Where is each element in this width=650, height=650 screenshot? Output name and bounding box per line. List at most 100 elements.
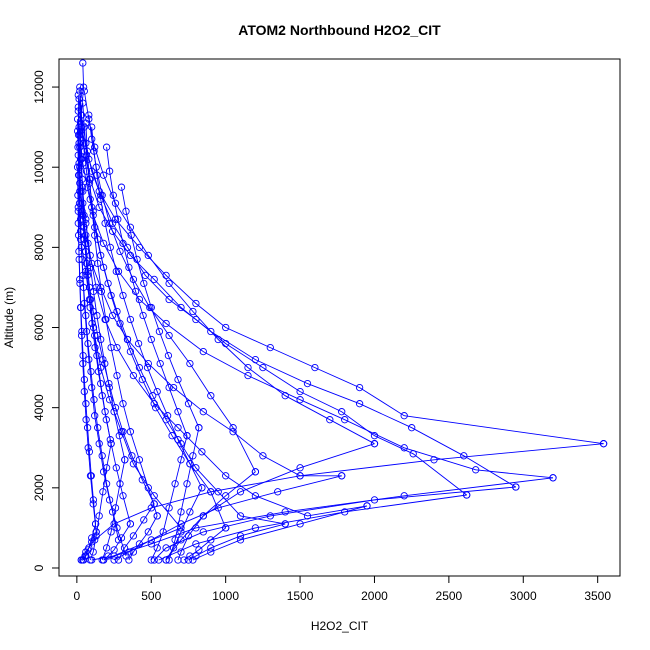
series-line (183, 527, 226, 561)
data-point (244, 363, 252, 372)
data-point (141, 271, 149, 280)
data-point (115, 432, 123, 440)
data-point (76, 163, 84, 171)
data-point (91, 223, 99, 231)
series-line (77, 211, 97, 524)
data-point (120, 544, 129, 552)
data-point (162, 544, 170, 552)
plot-frame (58, 58, 621, 577)
data-point (110, 546, 118, 554)
data-point (84, 444, 92, 452)
data-point (131, 287, 140, 296)
data-point (266, 343, 274, 352)
data-point (114, 215, 122, 223)
chart-title: ATOM2 Northbound H2O2_CIT (238, 22, 441, 38)
data-point (143, 363, 152, 372)
data-point (174, 408, 182, 416)
data-point (135, 363, 144, 372)
data-point (472, 466, 480, 474)
data-point (198, 448, 206, 456)
x-axis-label: H2O2_CIT (311, 619, 369, 633)
data-point (174, 436, 182, 444)
data-point (127, 231, 135, 239)
data-point (82, 239, 90, 248)
series-line (165, 443, 375, 561)
data-point (129, 460, 138, 468)
data-point (82, 311, 90, 320)
data-point (85, 448, 94, 456)
data-point (76, 83, 84, 91)
data-point (88, 383, 96, 392)
data-point (150, 500, 158, 508)
data-point (171, 480, 179, 488)
data-point (80, 223, 88, 231)
data-point (355, 400, 364, 408)
data-point (139, 311, 147, 320)
data-point (251, 524, 260, 532)
data-point (97, 195, 105, 203)
data-point (102, 464, 111, 472)
series-line (103, 523, 131, 561)
data-point (195, 424, 203, 432)
data-point (140, 279, 148, 288)
data-point (107, 528, 115, 536)
data-point (75, 159, 83, 167)
data-point (95, 512, 103, 520)
data-point (102, 416, 110, 424)
data-point (114, 267, 123, 276)
data-point (75, 255, 83, 264)
data-point (177, 456, 185, 464)
data-point (119, 239, 127, 248)
data-point (338, 408, 346, 416)
data-point (180, 556, 188, 564)
data-point (87, 367, 95, 376)
data-point (102, 143, 111, 151)
x-tick-label: 3000 (510, 589, 537, 603)
data-point (102, 315, 110, 324)
data-point (91, 231, 99, 239)
data-point (106, 243, 114, 252)
y-tick-label: 6000 (32, 314, 46, 341)
data-point (91, 143, 99, 151)
data-point (102, 480, 111, 488)
data-point (192, 540, 200, 548)
data-point (75, 139, 83, 147)
data-point (236, 532, 245, 540)
data-point (109, 191, 117, 199)
data-point (74, 207, 82, 215)
data-point (77, 303, 85, 312)
data-point (85, 175, 94, 183)
data-point (90, 147, 98, 155)
data-point (236, 488, 245, 496)
data-point (133, 255, 141, 264)
data-point (281, 392, 289, 400)
data-point (126, 520, 135, 528)
data-point (108, 227, 117, 235)
flight-profile-series (125, 512, 161, 564)
series-line (78, 99, 517, 488)
y-tick-label: 0 (32, 564, 46, 571)
data-point (112, 464, 120, 472)
series-line (89, 443, 112, 561)
data-point (89, 287, 98, 296)
x-tick-label: 0 (74, 589, 81, 603)
data-point (259, 452, 267, 460)
data-point (162, 319, 170, 328)
data-point (82, 167, 91, 175)
data-point (116, 247, 124, 256)
flight-profile-series (77, 111, 471, 499)
data-point (111, 504, 120, 512)
data-point (150, 275, 158, 284)
data-point (229, 424, 237, 432)
data-point (78, 327, 86, 336)
flight-profile-series (74, 91, 371, 520)
data-point (186, 508, 194, 516)
data-point (164, 351, 173, 360)
series-line (82, 103, 227, 529)
data-point (79, 199, 87, 207)
data-point (147, 536, 155, 544)
data-point (207, 392, 215, 400)
data-point (236, 536, 245, 544)
y-tick-label: 8000 (32, 234, 46, 261)
data-point (165, 504, 173, 512)
